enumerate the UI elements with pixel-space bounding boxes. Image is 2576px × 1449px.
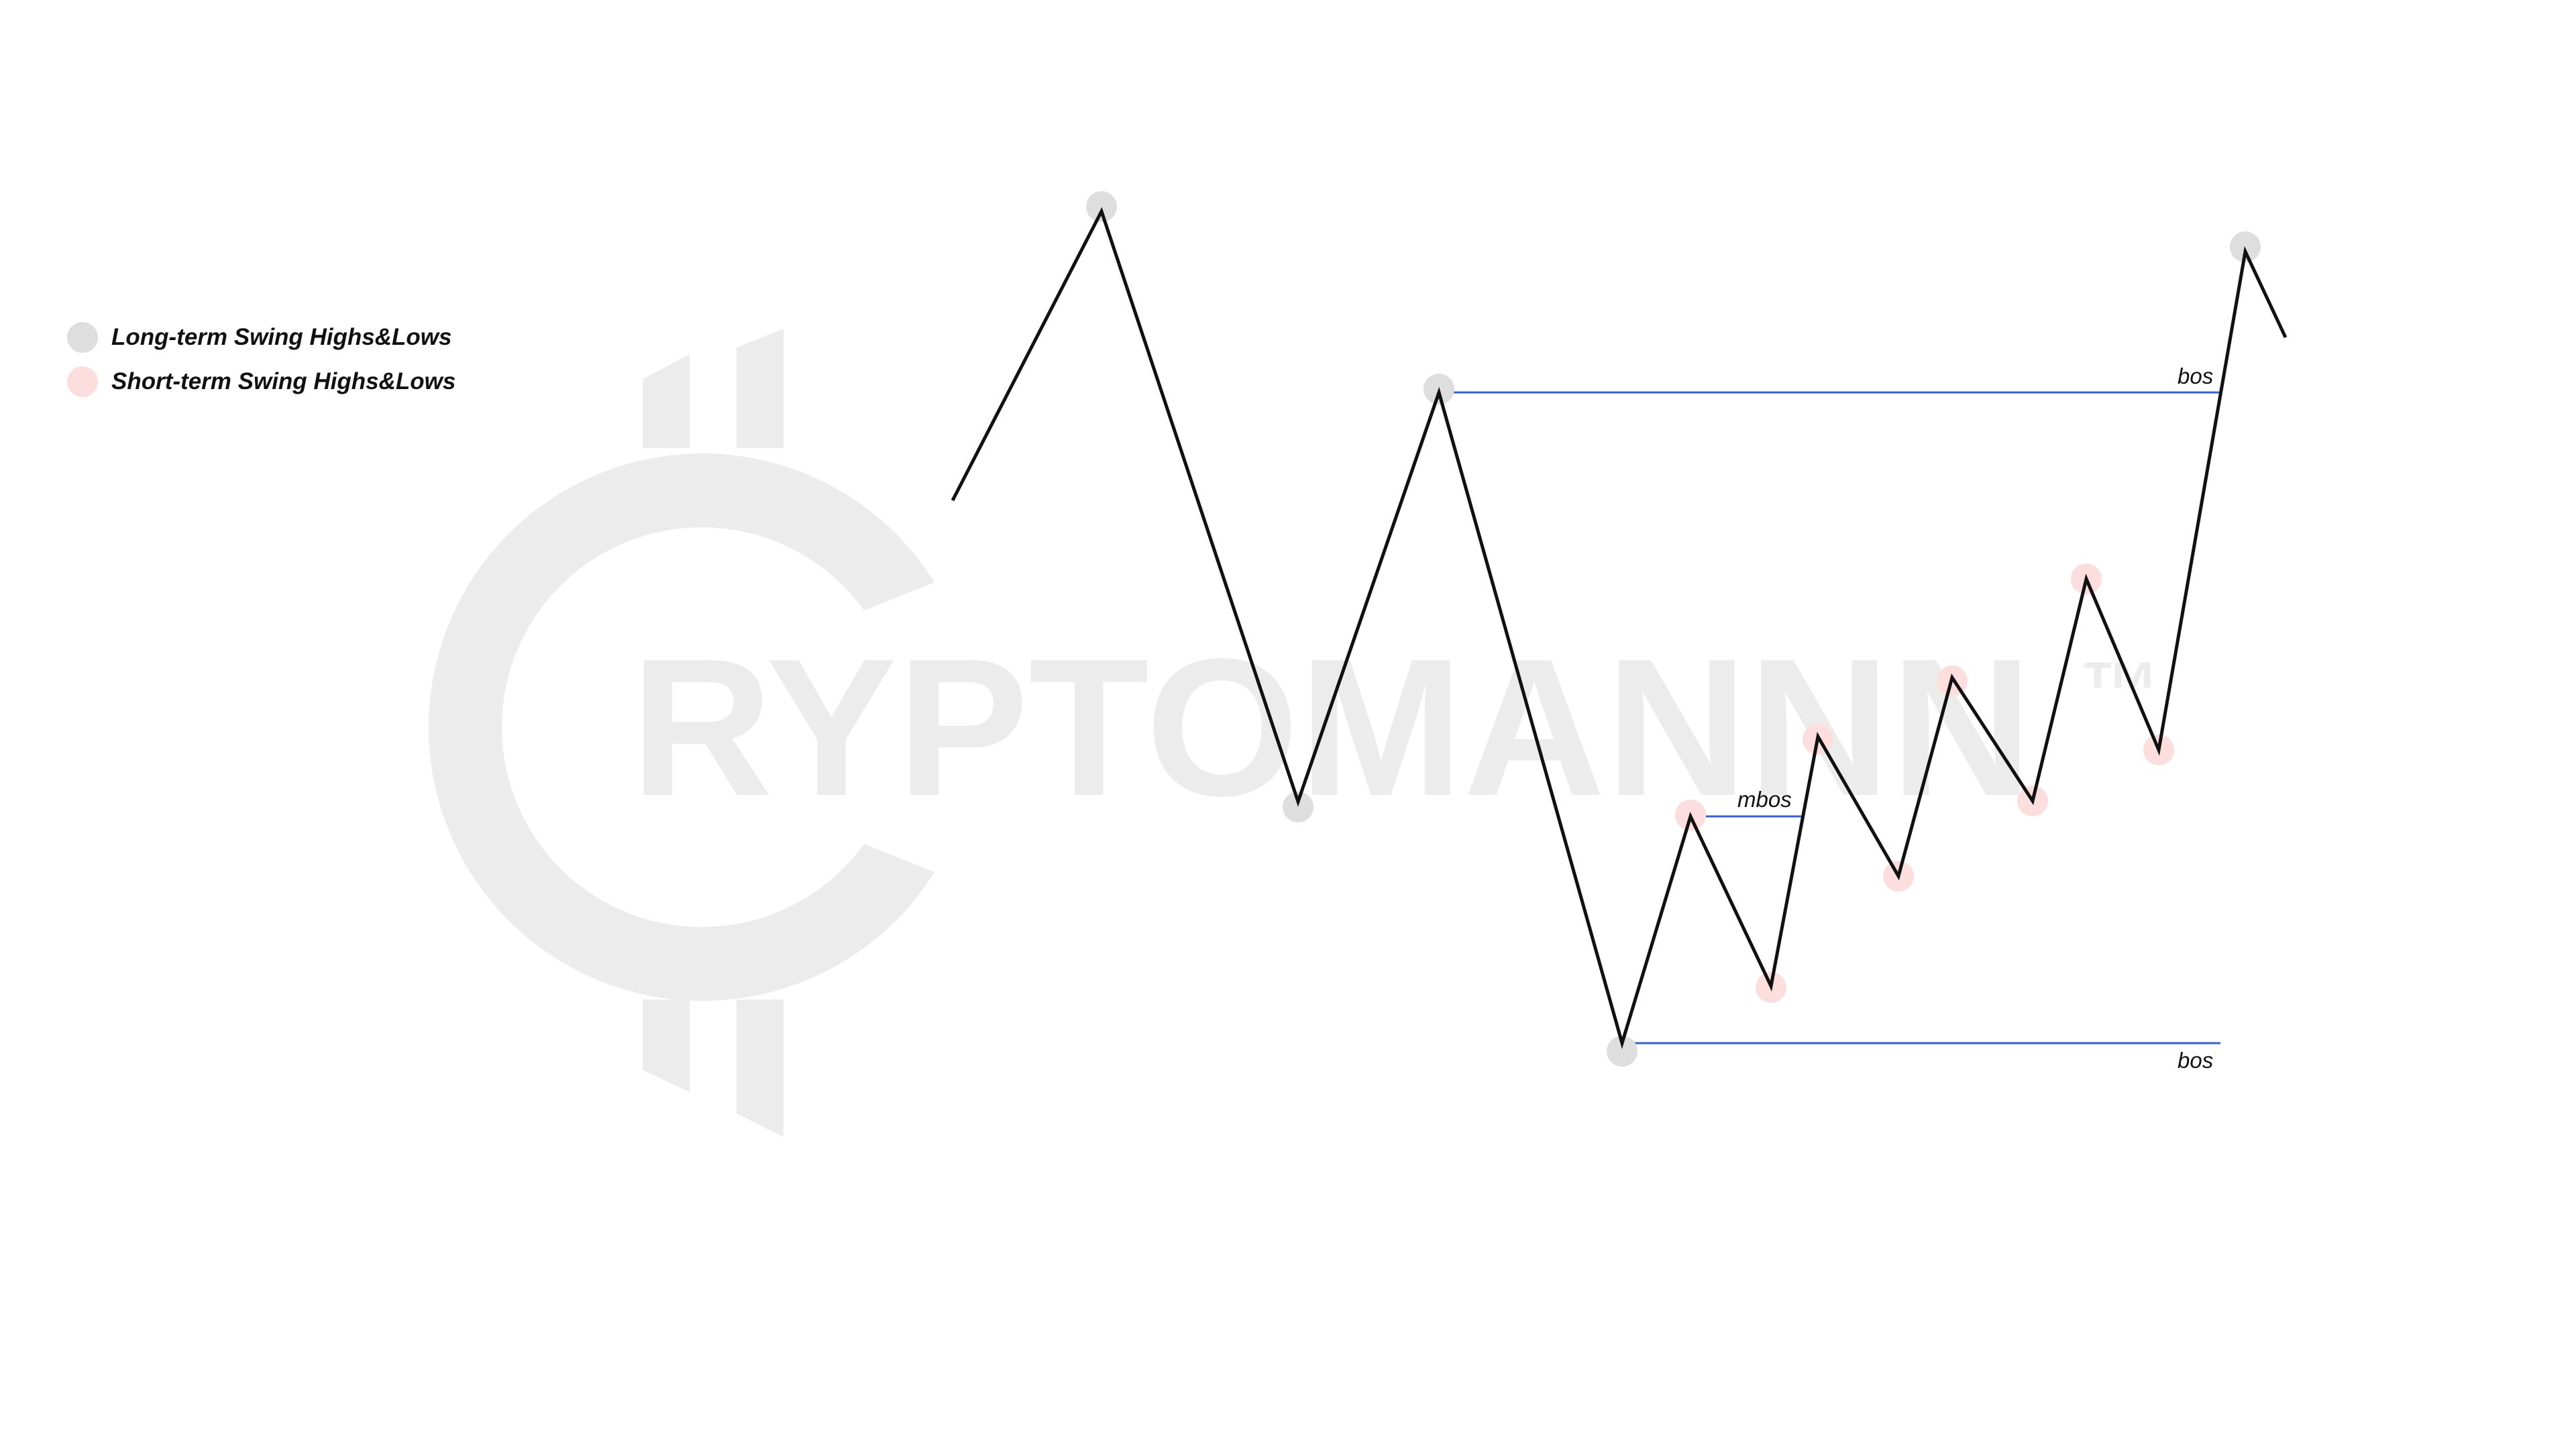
long-term-dot-icon: [67, 322, 98, 353]
long-term-marker: [1607, 1036, 1638, 1067]
long-term-marker: [2230, 231, 2261, 262]
watermark-c-shape: [428, 453, 934, 1001]
bos-top-label: bos: [2178, 364, 2213, 388]
mbos-label: mbos: [1737, 787, 1792, 812]
watermark-logo: RYPTOMANNN ™: [428, 329, 2160, 1137]
price-path-line: [951, 207, 2288, 1049]
legend: Long-term Swing Highs&Lows Short-term Sw…: [67, 321, 455, 409]
bos-bottom-label: bos: [2178, 1048, 2213, 1073]
watermark-bottom-bar-right: [737, 1000, 784, 1137]
structure-levels: [1439, 391, 2220, 1044]
watermark-top-bar-left: [643, 354, 690, 448]
long-term-marker: [1283, 792, 1313, 822]
legend-item-long-term: Long-term Swing Highs&Lows: [67, 321, 455, 354]
legend-label-short-term: Short-term Swing Highs&Lows: [111, 368, 456, 394]
legend-item-short-term: Short-term Swing Highs&Lows: [67, 365, 455, 398]
legend-label-long-term: Long-term Swing Highs&Lows: [111, 324, 452, 350]
short-term-dot-icon: [67, 366, 98, 397]
watermark-top-bar-right: [737, 329, 784, 448]
watermark-wordmark: RYPTOMANNN: [631, 618, 2033, 837]
long-term-swing-markers: [1086, 191, 2261, 1067]
watermark-bottom-bar-left: [643, 1000, 690, 1092]
long-term-marker: [1086, 191, 1117, 222]
